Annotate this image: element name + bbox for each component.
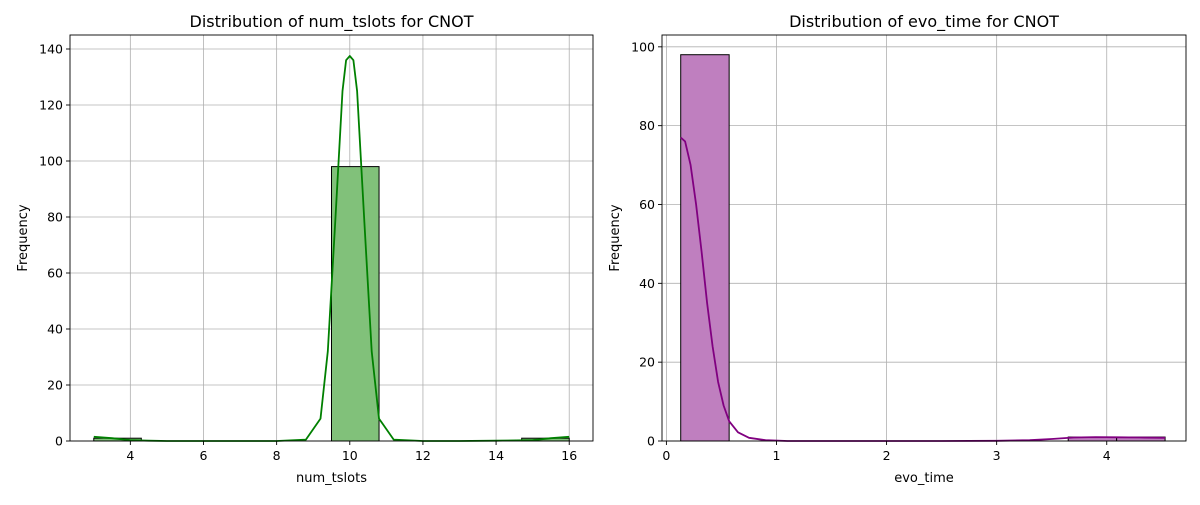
x-tick-label: 3 (993, 448, 1001, 463)
y-tick-label: 100 (39, 154, 63, 169)
y-tick-label: 40 (639, 276, 655, 291)
chart-title: Distribution of evo_time for CNOT (789, 12, 1059, 32)
x-tick-label: 6 (200, 448, 208, 463)
histogram-bar (331, 166, 380, 442)
y-tick-label: 60 (47, 266, 63, 281)
y-tick-label: 140 (39, 42, 63, 57)
x-tick-label: 12 (415, 448, 431, 463)
y-tick-label: 60 (639, 197, 655, 212)
x-tick-label: 2 (883, 448, 891, 463)
x-tick-label: 0 (662, 448, 670, 463)
y-tick-label: 100 (631, 39, 655, 54)
y-axis-label: Frequency (16, 204, 31, 271)
axes-frame (661, 34, 1187, 442)
y-tick-label: 80 (639, 118, 655, 133)
y-tick-label: 40 (47, 322, 63, 337)
y-axis-label: Frequency (608, 204, 623, 271)
x-tick-label: 10 (342, 448, 358, 463)
y-tick-label: 20 (47, 378, 63, 393)
grid (70, 35, 593, 442)
x-axis-label: evo_time (894, 471, 954, 486)
x-tick-label: 8 (273, 448, 281, 463)
axes-frame (69, 34, 594, 442)
y-tick-label: 80 (47, 210, 63, 225)
y-tick-label: 20 (639, 355, 655, 370)
x-tick-label: 1 (773, 448, 781, 463)
x-tick-label: 4 (1103, 448, 1111, 463)
y-tick-label: 0 (55, 434, 63, 449)
chart-title: Distribution of num_tslots for CNOT (190, 12, 474, 32)
x-tick-label: 16 (561, 448, 577, 463)
grid (662, 35, 1186, 442)
x-tick-label: 4 (126, 448, 134, 463)
kde-line (680, 136, 1166, 442)
x-axis-label: num_tslots (296, 471, 367, 486)
y-tick-label: 0 (647, 434, 655, 449)
chart-num-tslots: 4 6 8 10 12 14 16 0 20 40 60 80 100 120 140 Distributio… (16, 12, 594, 486)
y-tick-label: 120 (39, 98, 63, 113)
histogram-bar (680, 54, 730, 442)
x-tick-label: 14 (488, 448, 504, 463)
